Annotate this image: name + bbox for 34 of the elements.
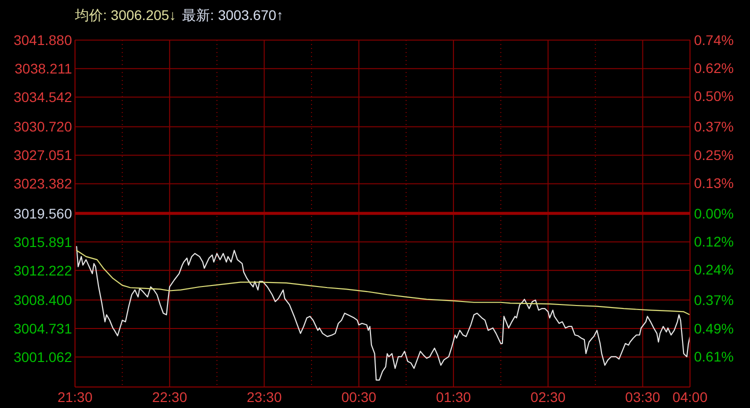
text: 最新: 3003.670↑ [182,7,284,23]
x-tick-label: 22:30 [152,388,188,405]
y-tick-label: 3012.222 [14,262,72,278]
y2-tick-label: 0.00% [694,205,734,222]
x-tick-label: 00:30 [341,388,377,405]
y2-tick-label: 0.37% [694,118,734,135]
y-tick-label: 3019.560 [14,205,72,222]
x-tick-label: 02:30 [530,388,566,405]
y-tick-label: 3008.400 [14,292,72,308]
y2-tick-label: 0.12% [694,234,734,250]
y-tick-label: 3034.542 [14,89,72,106]
y2-tick-label: 0.74% [694,32,734,48]
y2-tick-label: 0.13% [694,174,734,191]
y-tick-label: 3004.731 [14,320,72,336]
y2-tick-label: 0.50% [694,88,734,104]
y-tick-label: 3041.880 [14,32,72,48]
y-tick-label: 3027.051 [14,147,72,164]
y-tick-label: 3038.211 [14,60,72,77]
y2-tick-label: 0.49% [694,320,734,336]
x-tick-label: 01:30 [436,388,472,405]
y-tick-label: 3001.062 [14,348,72,365]
y2-tick-label: 0.62% [694,60,734,76]
text: 均价: 3006.205↓ [75,7,176,23]
y2-tick-label: 0.24% [694,262,734,278]
x-tick-label: 23:30 [246,388,282,405]
y-tick-label: 3015.891 [14,234,72,250]
y2-tick-label: 0.25% [694,146,734,163]
x-tick-label: 03:30 [625,388,660,405]
y2-tick-label: 0.37% [694,292,734,308]
y-tick-label: 3030.720 [14,118,72,135]
x-tick-label: 21:30 [57,388,93,405]
y-tick-label: 3023.382 [14,176,72,192]
x-tick-label: 04:00 [672,388,708,405]
y2-tick-label: 0.61% [694,348,734,364]
